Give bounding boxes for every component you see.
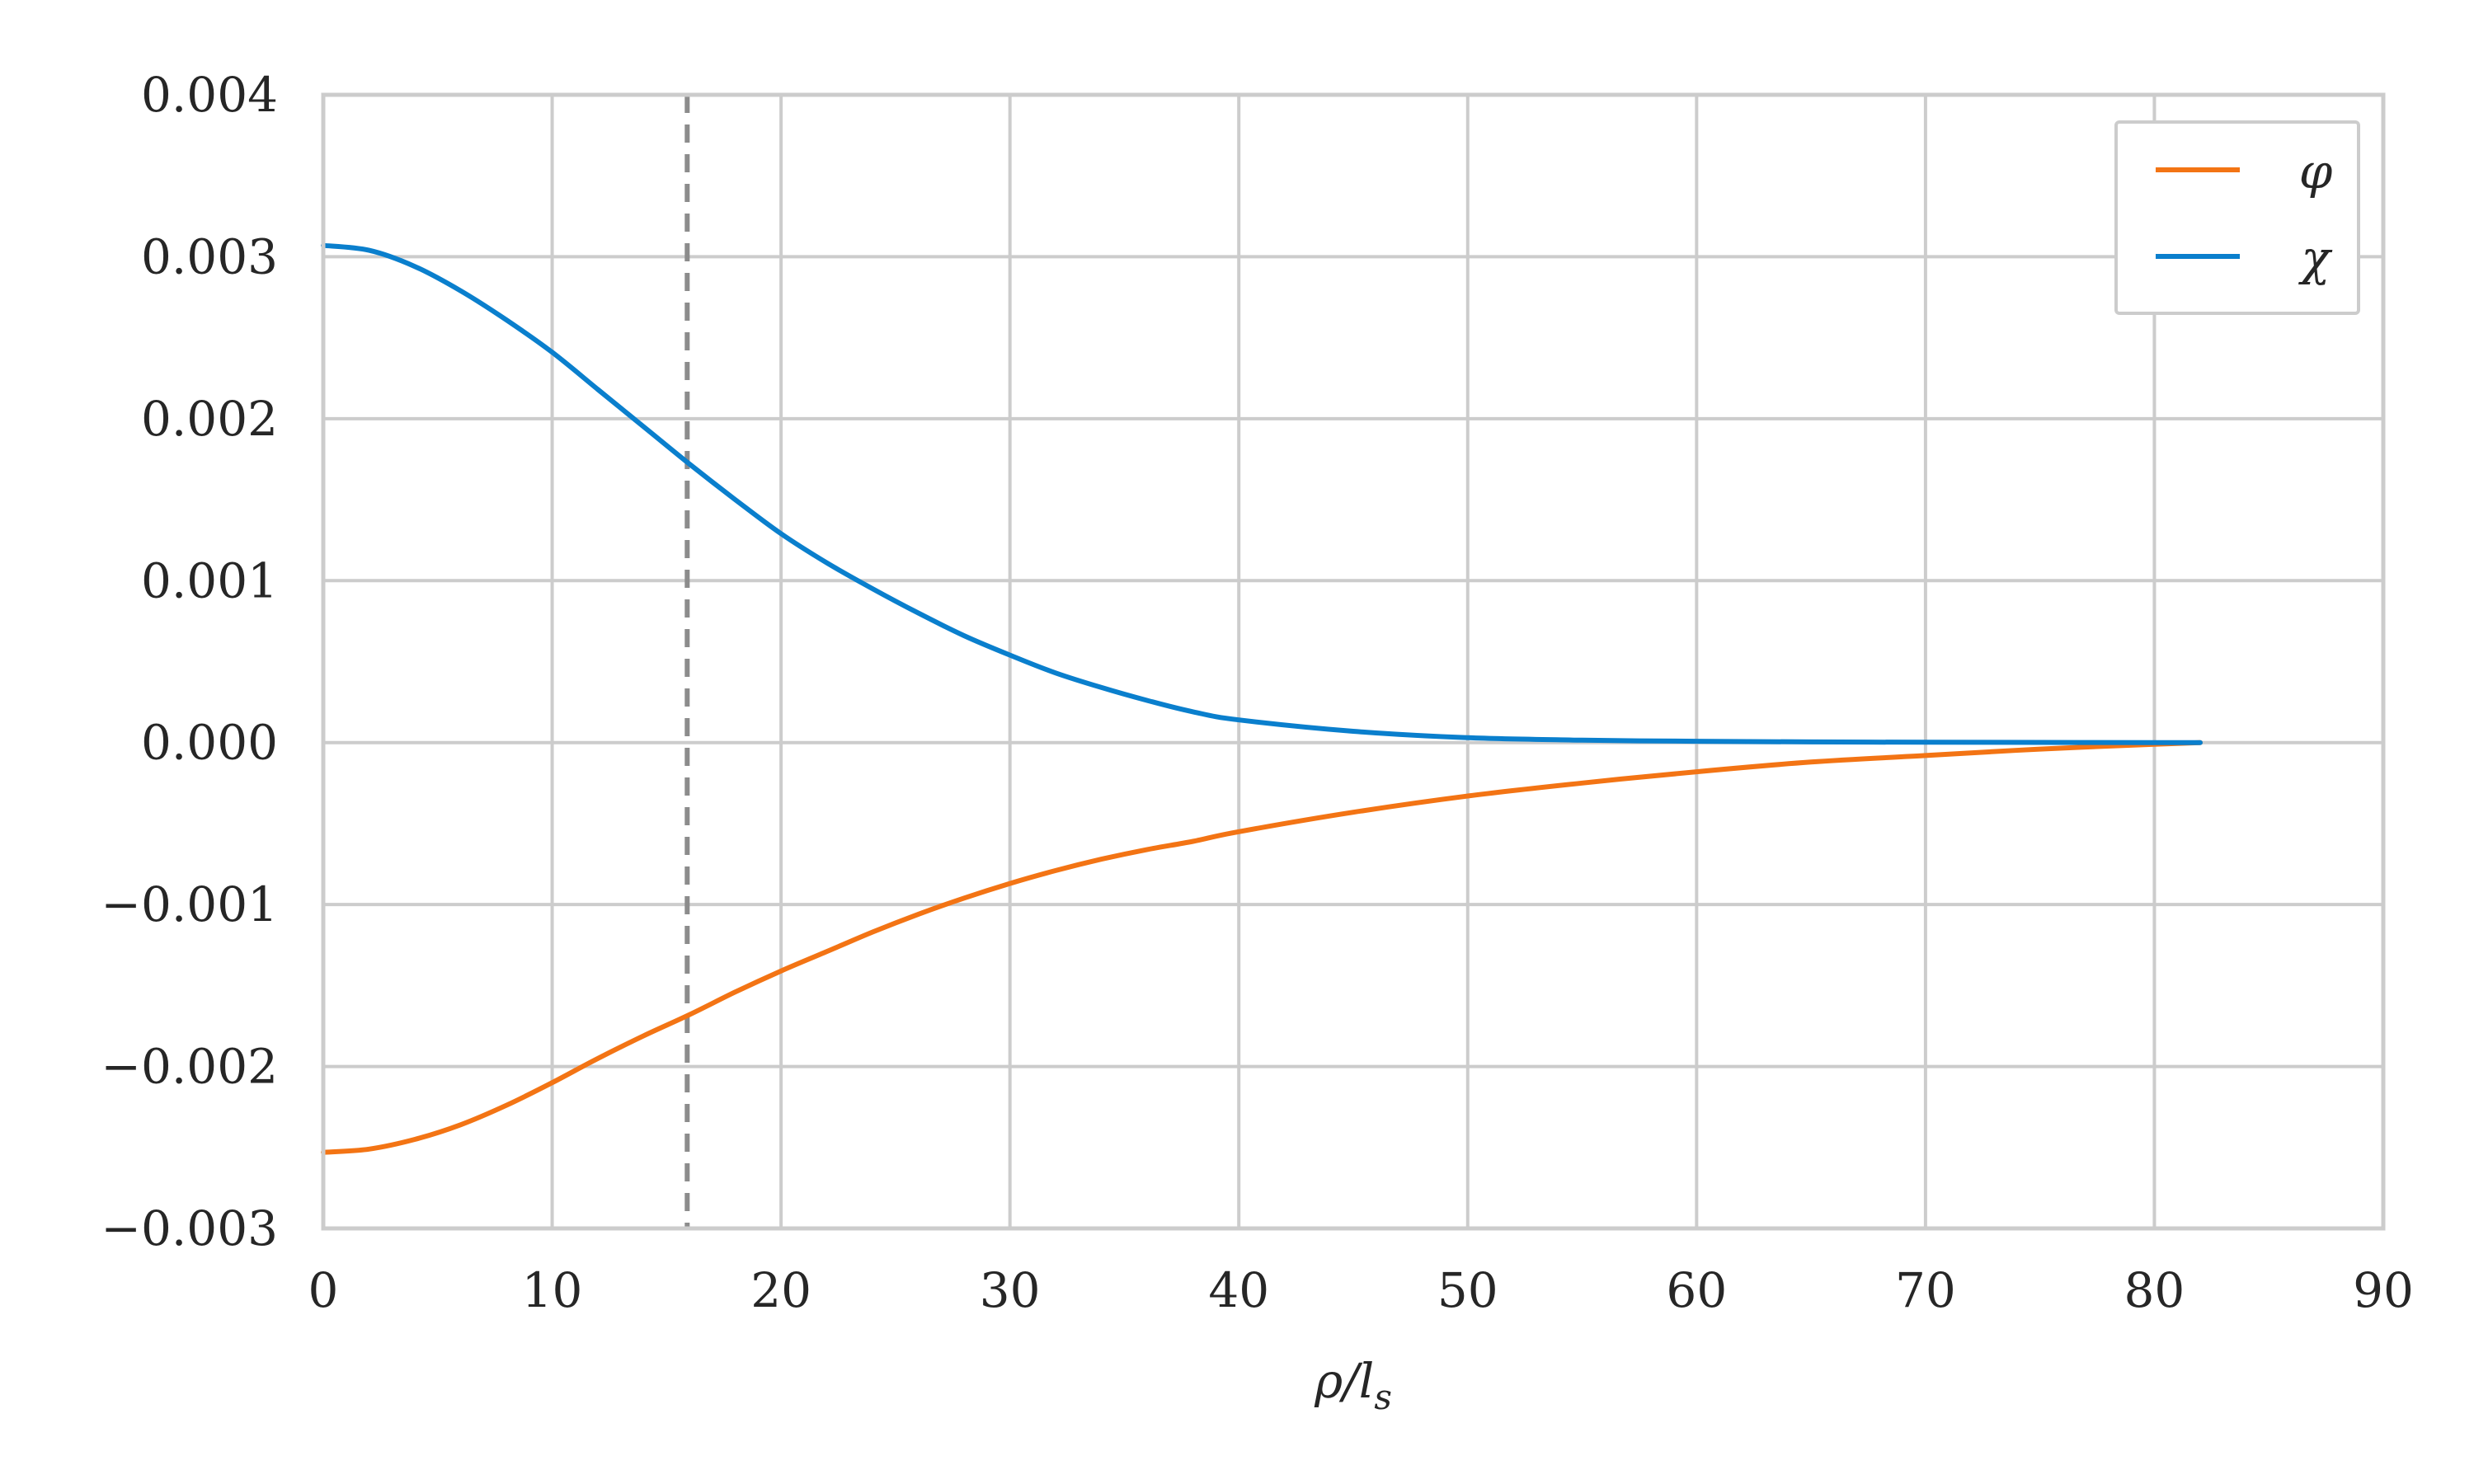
legend: φ χ [2114, 120, 2360, 315]
x-tick-label: 60 [1666, 1262, 1727, 1318]
x-axis-title-subscript: s [1374, 1377, 1392, 1417]
y-tick-label: 0.000 [141, 715, 278, 771]
x-tick-label: 10 [522, 1262, 583, 1318]
x-axis-title: ρ/ls [1314, 1353, 1392, 1417]
y-tick-label: 0.004 [141, 67, 278, 123]
x-tick-label: 40 [1208, 1262, 1269, 1318]
y-tick-label: 0.002 [141, 391, 278, 447]
y-tick-label: −0.003 [101, 1200, 278, 1256]
y-tick-labels: −0.003 −0.002 −0.001 0.000 0.001 0.002 0.003 0.… [101, 67, 278, 1256]
x-tick-labels: 0 10 20 30 40 50 60 70 80 90 [308, 1262, 2414, 1318]
x-axis-title-main: ρ/l [1314, 1353, 1374, 1409]
series-layer [321, 242, 2203, 1155]
x-tick-label: 50 [1437, 1262, 1498, 1318]
series-line-phi [321, 740, 2203, 1155]
x-tick-label: 70 [1895, 1262, 1956, 1318]
legend-label-phi: φ [2299, 143, 2333, 200]
x-tick-label: 20 [750, 1262, 811, 1318]
series-line-chi [321, 242, 2203, 745]
x-tick-label: 30 [980, 1262, 1041, 1318]
y-tick-label: −0.002 [101, 1039, 278, 1095]
plot-frame [321, 92, 2386, 1231]
y-tick-label: −0.001 [101, 876, 278, 932]
y-tick-label: 0.003 [141, 228, 278, 284]
x-tick-label: 0 [308, 1262, 339, 1318]
y-tick-label: 0.001 [141, 552, 278, 608]
legend-label-chi: χ [2298, 230, 2332, 286]
x-tick-label: 90 [2353, 1262, 2414, 1318]
x-tick-label: 80 [2124, 1262, 2185, 1318]
